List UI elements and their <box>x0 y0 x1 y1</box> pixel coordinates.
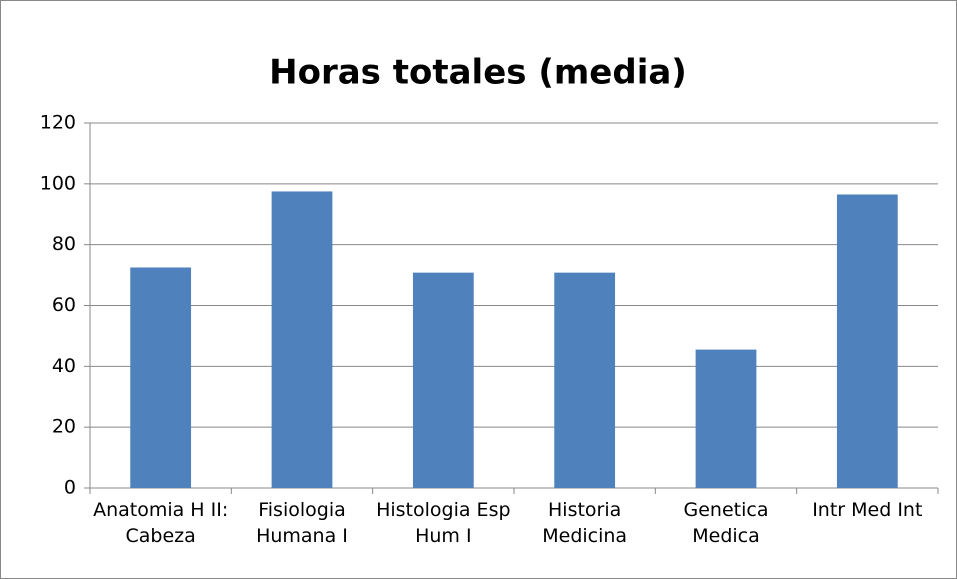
x-tick-label-box: Fisiologia Humana I <box>256 499 348 547</box>
bar <box>271 191 333 488</box>
x-tick-label: Histologia Esp Hum I <box>376 499 511 547</box>
x-tick-label: Historia Medicina <box>542 499 628 547</box>
x-tick-label-box: Intr Med Int <box>812 499 923 521</box>
x-tick-label: Fisiologia Humana I <box>256 499 348 547</box>
bar <box>695 349 757 488</box>
y-tick-label: 40 <box>52 355 76 377</box>
x-tick-label-box: Historia Medicina <box>542 499 628 547</box>
x-tick-label-box: Genetica Medica <box>683 499 769 547</box>
bar <box>554 272 616 488</box>
bar <box>412 272 474 488</box>
y-tick-label: 100 <box>40 172 76 194</box>
y-tick-label: 120 <box>40 112 76 134</box>
y-tick-label: 0 <box>64 477 76 499</box>
y-tick-label: 80 <box>52 233 76 255</box>
x-tick-label-box: Histologia Esp Hum I <box>376 499 511 547</box>
chart-title: Horas totales (media) <box>269 53 687 93</box>
bar <box>130 267 192 488</box>
bar <box>836 194 898 488</box>
y-tick-label: 20 <box>52 416 76 438</box>
y-tick-label: 60 <box>52 294 76 316</box>
x-tick-label: Intr Med Int <box>812 499 923 521</box>
x-tick-label: Anatomia H II: Cabeza <box>93 499 229 547</box>
x-tick-label-box: Anatomia H II: Cabeza <box>93 499 229 547</box>
x-tick-label: Genetica Medica <box>683 499 769 547</box>
